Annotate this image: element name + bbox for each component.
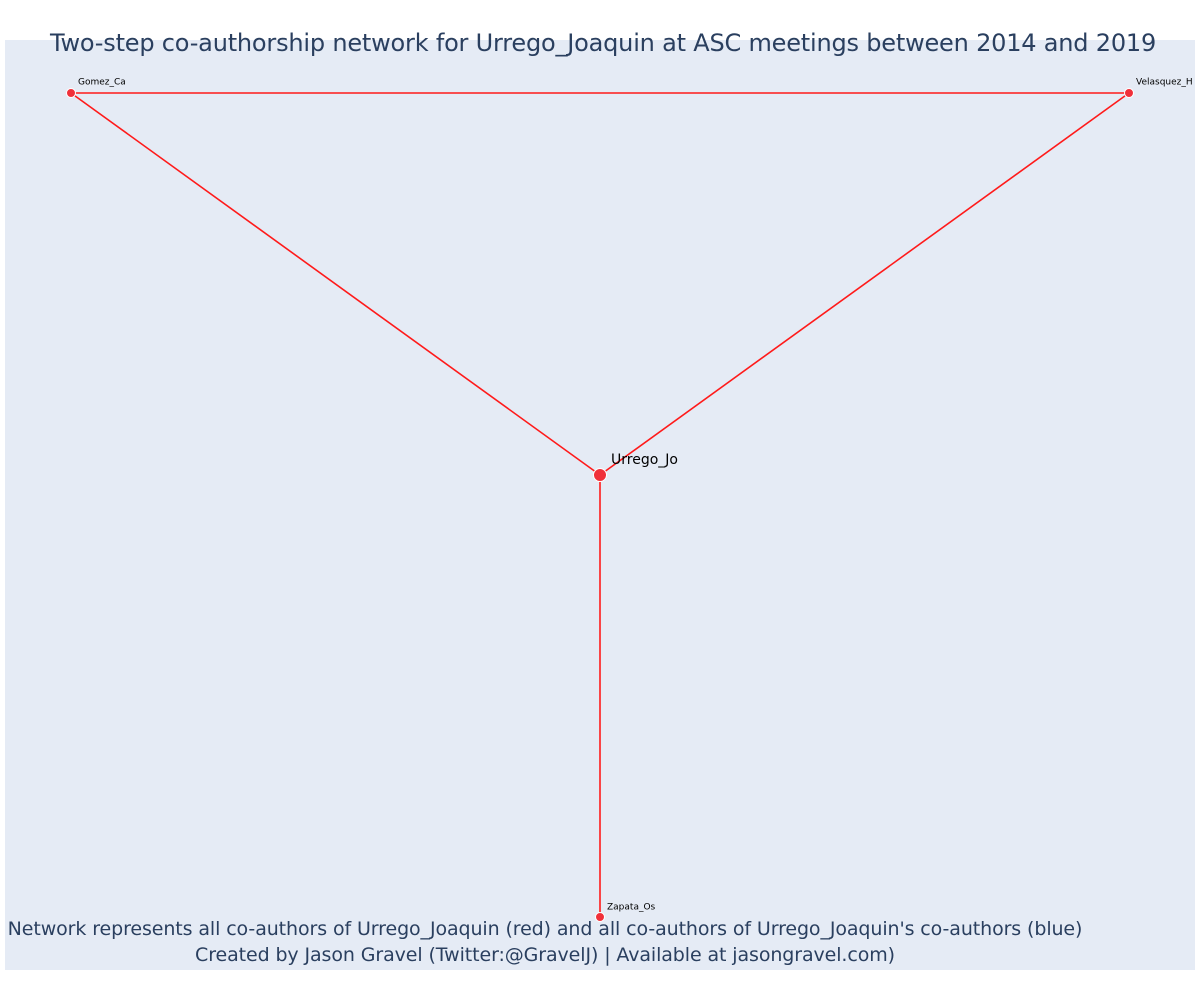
edge-Gomez_Ca-Urrego_Jo xyxy=(70,92,601,476)
node-label-Gomez_Ca: Gomez_Ca xyxy=(78,78,126,88)
node-label-Zapata_Os: Zapata_Os xyxy=(607,903,656,913)
node-Velasquez_H[interactable] xyxy=(1124,88,1134,98)
nodes-layer xyxy=(66,88,1134,922)
node-label-Velasquez_H: Velasquez_H xyxy=(1136,78,1193,88)
node-label-Urrego_Jo: Urrego_Jo xyxy=(611,452,678,468)
footer-note: Network represents all co-authors of Urr… xyxy=(7,918,1083,940)
node-Zapata_Os[interactable] xyxy=(595,912,605,922)
footer-credit: Created by Jason Gravel (Twitter:@Gravel… xyxy=(195,944,895,966)
node-Gomez_Ca[interactable] xyxy=(66,88,76,98)
edge-Velasquez_H-Urrego_Jo xyxy=(599,92,1130,476)
edges-layer xyxy=(70,92,1130,917)
node-Urrego_Jo[interactable] xyxy=(593,468,607,482)
chart-title: Two-step co-authorship network for Urreg… xyxy=(49,29,1157,57)
labels-layer: Urrego_Jo Gomez_Ca Velasquez_H Zapata_Os xyxy=(78,78,1193,913)
